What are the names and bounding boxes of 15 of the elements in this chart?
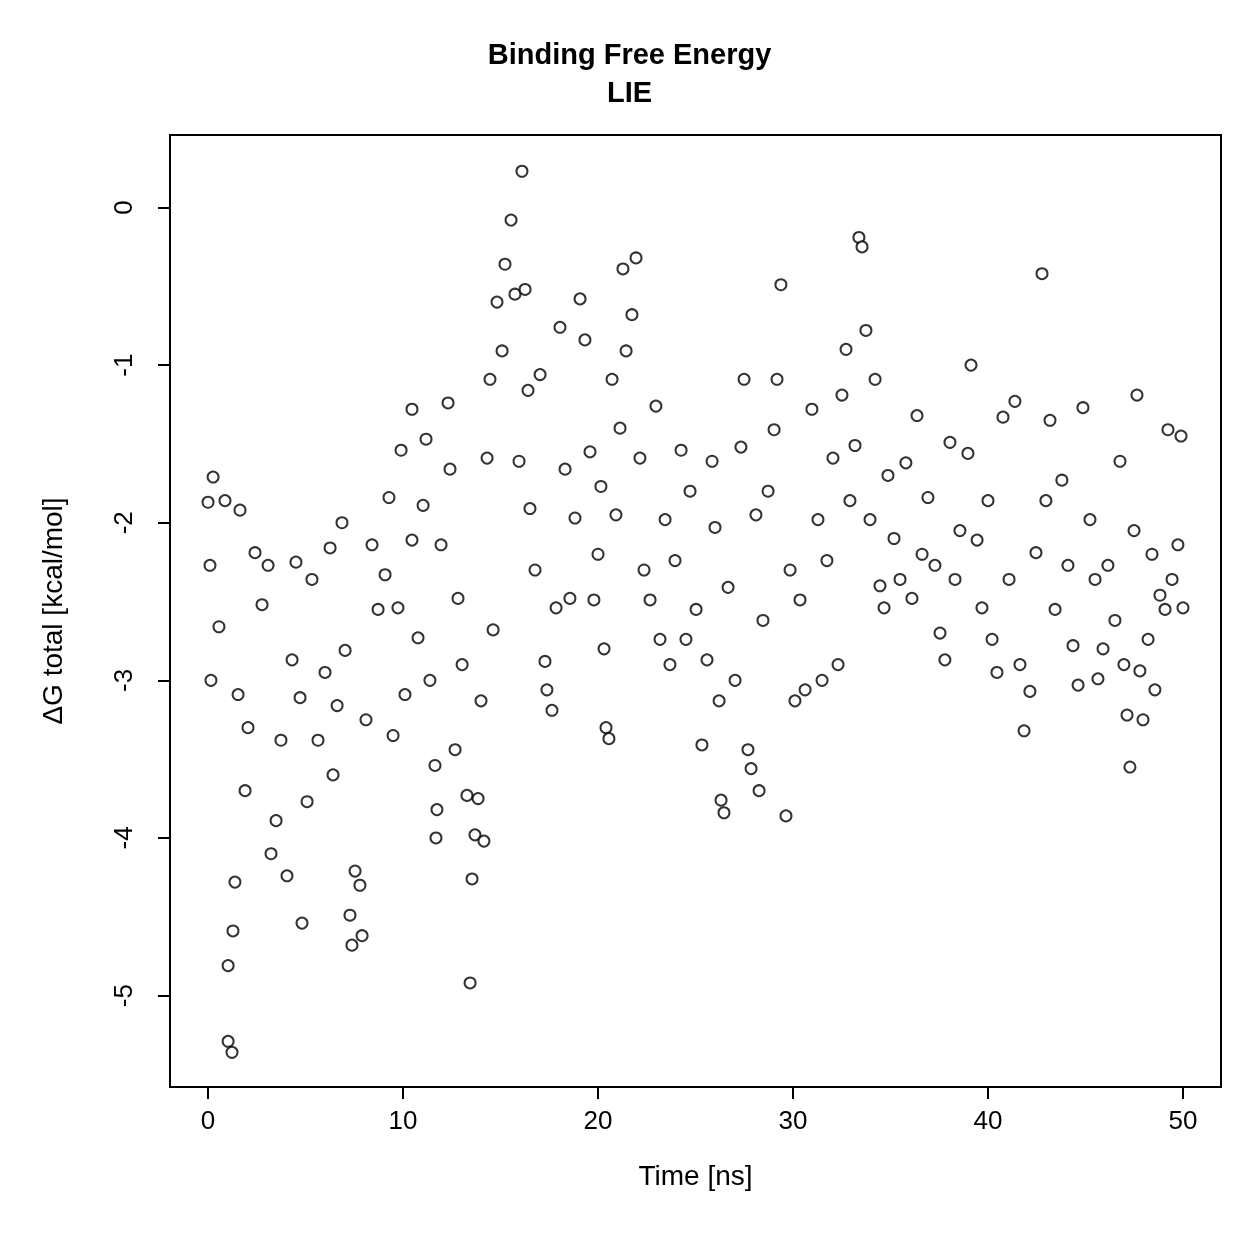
x-axis-title: Time [ns] [638,1159,753,1191]
y-tick-label: -2 [108,511,138,535]
x-tick-label: 20 [583,1105,613,1135]
x-tick-label: 30 [778,1105,808,1135]
y-tick-label: -1 [108,353,138,377]
y-tick-label: -4 [108,826,138,850]
x-tick-label: 10 [388,1105,418,1135]
y-tick-label: 0 [108,200,138,215]
x-tick-label: 50 [1168,1105,1198,1135]
x-tick-label: 0 [200,1105,216,1135]
y-axis-title: ΔG total [kcal/mol] [36,497,68,725]
y-tick-label: -3 [108,668,138,692]
chart-title: Binding Free Energy LIE [487,38,772,108]
y-tick-label: -5 [108,984,138,1008]
x-tick-label: 40 [973,1105,1003,1135]
